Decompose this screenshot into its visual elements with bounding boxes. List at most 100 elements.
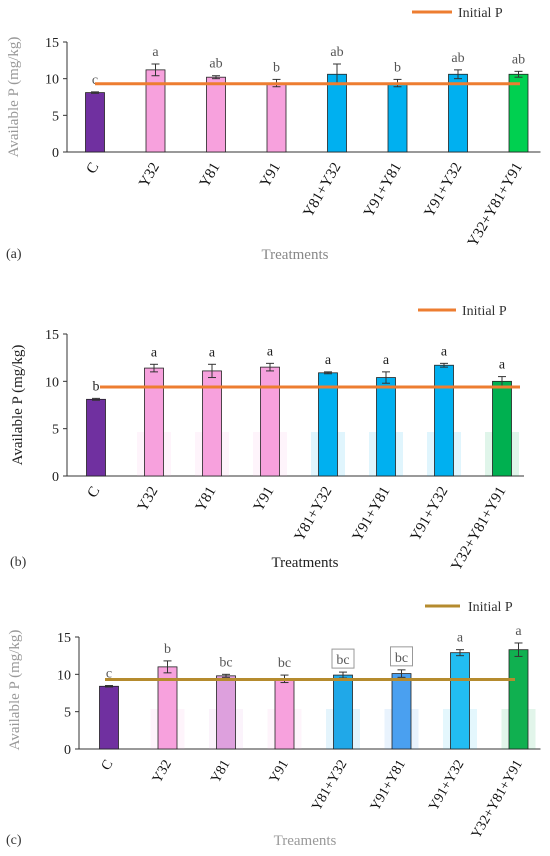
chart-a-y-tick-label: 15 bbox=[45, 36, 59, 51]
chart-b-x-tick-label: C bbox=[85, 484, 104, 501]
chart-c-significance-letter: bc bbox=[278, 656, 291, 671]
chart-c-significance-letter: bc bbox=[395, 651, 408, 666]
chart-b-svg: 0 5 10 15 Available P (mg/kg) b Ca Y32 a Y81 a Y91 a… bbox=[10, 304, 524, 574]
chart-c-bar bbox=[216, 675, 236, 750]
chart-c-x-axis-label: Treaments bbox=[274, 833, 337, 849]
chart-b-bar bbox=[492, 380, 512, 477]
chart-c-x-tick-label: Y91 bbox=[267, 758, 292, 786]
chart-c-bar bbox=[274, 678, 295, 750]
chart-b-legend-label: Initial P bbox=[462, 304, 507, 319]
chart-a-x-tick-label: Y91+Y81 bbox=[361, 160, 405, 220]
chart-c-x-tick-label: Y91+Y81 bbox=[368, 758, 409, 814]
chart-b-significance-letter: a bbox=[499, 358, 506, 373]
chart-a-bar bbox=[206, 76, 226, 153]
chart-a-y-tick-label: 0 bbox=[52, 146, 59, 161]
chart-a-x-tick-label: Y81 bbox=[197, 160, 224, 190]
chart-b-bar bbox=[376, 377, 396, 477]
chart-c-letter-box bbox=[331, 648, 355, 669]
chart-c-y-tick-label: 10 bbox=[57, 668, 71, 683]
chart-b-x-axis-label: Treatments bbox=[272, 555, 339, 571]
chart-b-y-tick-label: 5 bbox=[52, 423, 59, 438]
chart-a-x-tick-label: Y91+Y32 bbox=[422, 160, 466, 220]
chart-c-legend-label: Initial P bbox=[468, 600, 513, 615]
chart-c-y-axis-label: Available P (mg/kg) bbox=[7, 630, 23, 751]
chart-c-y-tick-label: 0 bbox=[64, 743, 71, 758]
chart-a-significance-letter: a bbox=[152, 45, 159, 60]
chart-b-significance-letter: b bbox=[93, 379, 100, 394]
chart-a-bar bbox=[85, 92, 105, 153]
chart-b-x-tick-label: Y91 bbox=[251, 484, 278, 514]
chart-b-bar bbox=[434, 364, 454, 477]
chart-a-bar bbox=[266, 82, 287, 153]
chart-a-significance-letter: ab bbox=[512, 52, 525, 67]
chart-b-x-tick-label: Y91+Y32 bbox=[408, 484, 452, 544]
chart-c-letter-box bbox=[390, 646, 413, 667]
chart-b-x-tick-label: Y32 bbox=[135, 484, 162, 514]
chart-b-y-tick-label: 15 bbox=[45, 328, 59, 343]
chart-a-significance-letter: c bbox=[92, 73, 98, 88]
chart-c-x-tick-label: Y32+Y81+Y91 bbox=[469, 758, 526, 842]
chart-a-y-axis-label: Available P (mg/kg) bbox=[6, 37, 22, 158]
chart-a-y-tick-label: 5 bbox=[52, 109, 59, 124]
chart-c-bar bbox=[99, 685, 119, 750]
chart-c-significance-letter: b bbox=[164, 642, 171, 657]
chart-c-panel-label: (c) bbox=[6, 833, 22, 848]
chart-b-bar bbox=[260, 366, 280, 477]
chart-a-x-tick-label: C bbox=[84, 160, 103, 177]
chart-c-x-tick-label: Y81+Y32 bbox=[309, 758, 350, 814]
chart-a-x-tick-label: Y91 bbox=[257, 160, 284, 190]
chart-b-significance-letter: a bbox=[325, 353, 332, 368]
chart-b-significance-letter: a bbox=[267, 344, 274, 359]
chart-c-bar bbox=[450, 652, 470, 750]
chart-b-x-tick-label: Y91+Y81 bbox=[350, 484, 394, 544]
chart-c-significance-letter: a bbox=[515, 624, 522, 639]
chart-c-significance-letter: bc bbox=[219, 655, 232, 670]
chart-b-y-tick-label: 10 bbox=[45, 375, 59, 390]
chart-a-bar bbox=[387, 82, 408, 153]
chart-b-significance-letter: a bbox=[209, 345, 216, 360]
chart-b-bar bbox=[86, 398, 106, 477]
chart-b-panel-label: (b) bbox=[10, 555, 27, 570]
chart-c-y-tick-label: 5 bbox=[64, 706, 71, 721]
chart-c-bar bbox=[333, 674, 353, 750]
chart-b-y-tick-label: 0 bbox=[52, 470, 59, 485]
chart-b-significance-letter: a bbox=[441, 344, 448, 359]
chart-a-legend-label: Initial P bbox=[458, 6, 503, 21]
chart-a-bar bbox=[327, 73, 347, 153]
chart-b-significance-letter: a bbox=[151, 345, 158, 360]
chart-a-significance-letter: b bbox=[273, 60, 280, 75]
chart-a-panel-label: (a) bbox=[6, 247, 22, 262]
chart-c-significance-letter: a bbox=[457, 631, 464, 646]
chart-c-bar bbox=[391, 673, 412, 750]
chart-a-bar bbox=[508, 73, 529, 153]
chart-b-significance-letter: a bbox=[383, 353, 390, 368]
chart-b-x-tick-label: Y32+Y81+Y91 bbox=[448, 484, 509, 574]
chart-a-significance-letter: ab bbox=[451, 51, 464, 66]
chart-a-x-tick-label: Y32 bbox=[136, 160, 163, 190]
chart-a-significance-letter: ab bbox=[209, 57, 222, 72]
chart-a-x-tick-label: Y32+Y81+Y91 bbox=[465, 160, 526, 250]
chart-c-svg: 0 5 10 15 Available P (mg/kg) c Cb Y32 bc Y81 bc Y9… bbox=[6, 600, 541, 849]
chart-b-bar bbox=[144, 367, 164, 477]
chart-b-y-axis-label: Available P (mg/kg) bbox=[10, 345, 26, 466]
chart-c-significance-letter: bc bbox=[336, 653, 349, 668]
chart-a-bar bbox=[145, 69, 166, 153]
chart-c-x-tick-label: Y81 bbox=[208, 758, 233, 786]
chart-c-y-tick-label: 15 bbox=[57, 631, 71, 646]
chart-b-x-tick-label: Y81+Y32 bbox=[292, 484, 336, 544]
chart-a-significance-letter: ab bbox=[330, 45, 343, 60]
chart-a-x-tick-label: Y81+Y32 bbox=[301, 160, 345, 220]
chart-a-svg: 0 5 10 15 Available P (mg/kg) c Ca Y32 ab Y81 b Y91… bbox=[6, 6, 541, 263]
chart-a-significance-letter: b bbox=[394, 60, 401, 75]
chart-c-x-tick-label: C bbox=[99, 758, 117, 774]
chart-c-x-tick-label: Y91+Y32 bbox=[426, 758, 467, 814]
chart-a-bar bbox=[448, 73, 468, 153]
chart-b-x-tick-label: Y81 bbox=[193, 484, 220, 514]
chart-c-x-tick-label: Y32 bbox=[150, 758, 175, 786]
chart-a-x-axis-label: Treatments bbox=[262, 247, 329, 263]
chart-a-y-tick-label: 10 bbox=[45, 73, 59, 88]
chart-c-bar bbox=[508, 649, 529, 750]
